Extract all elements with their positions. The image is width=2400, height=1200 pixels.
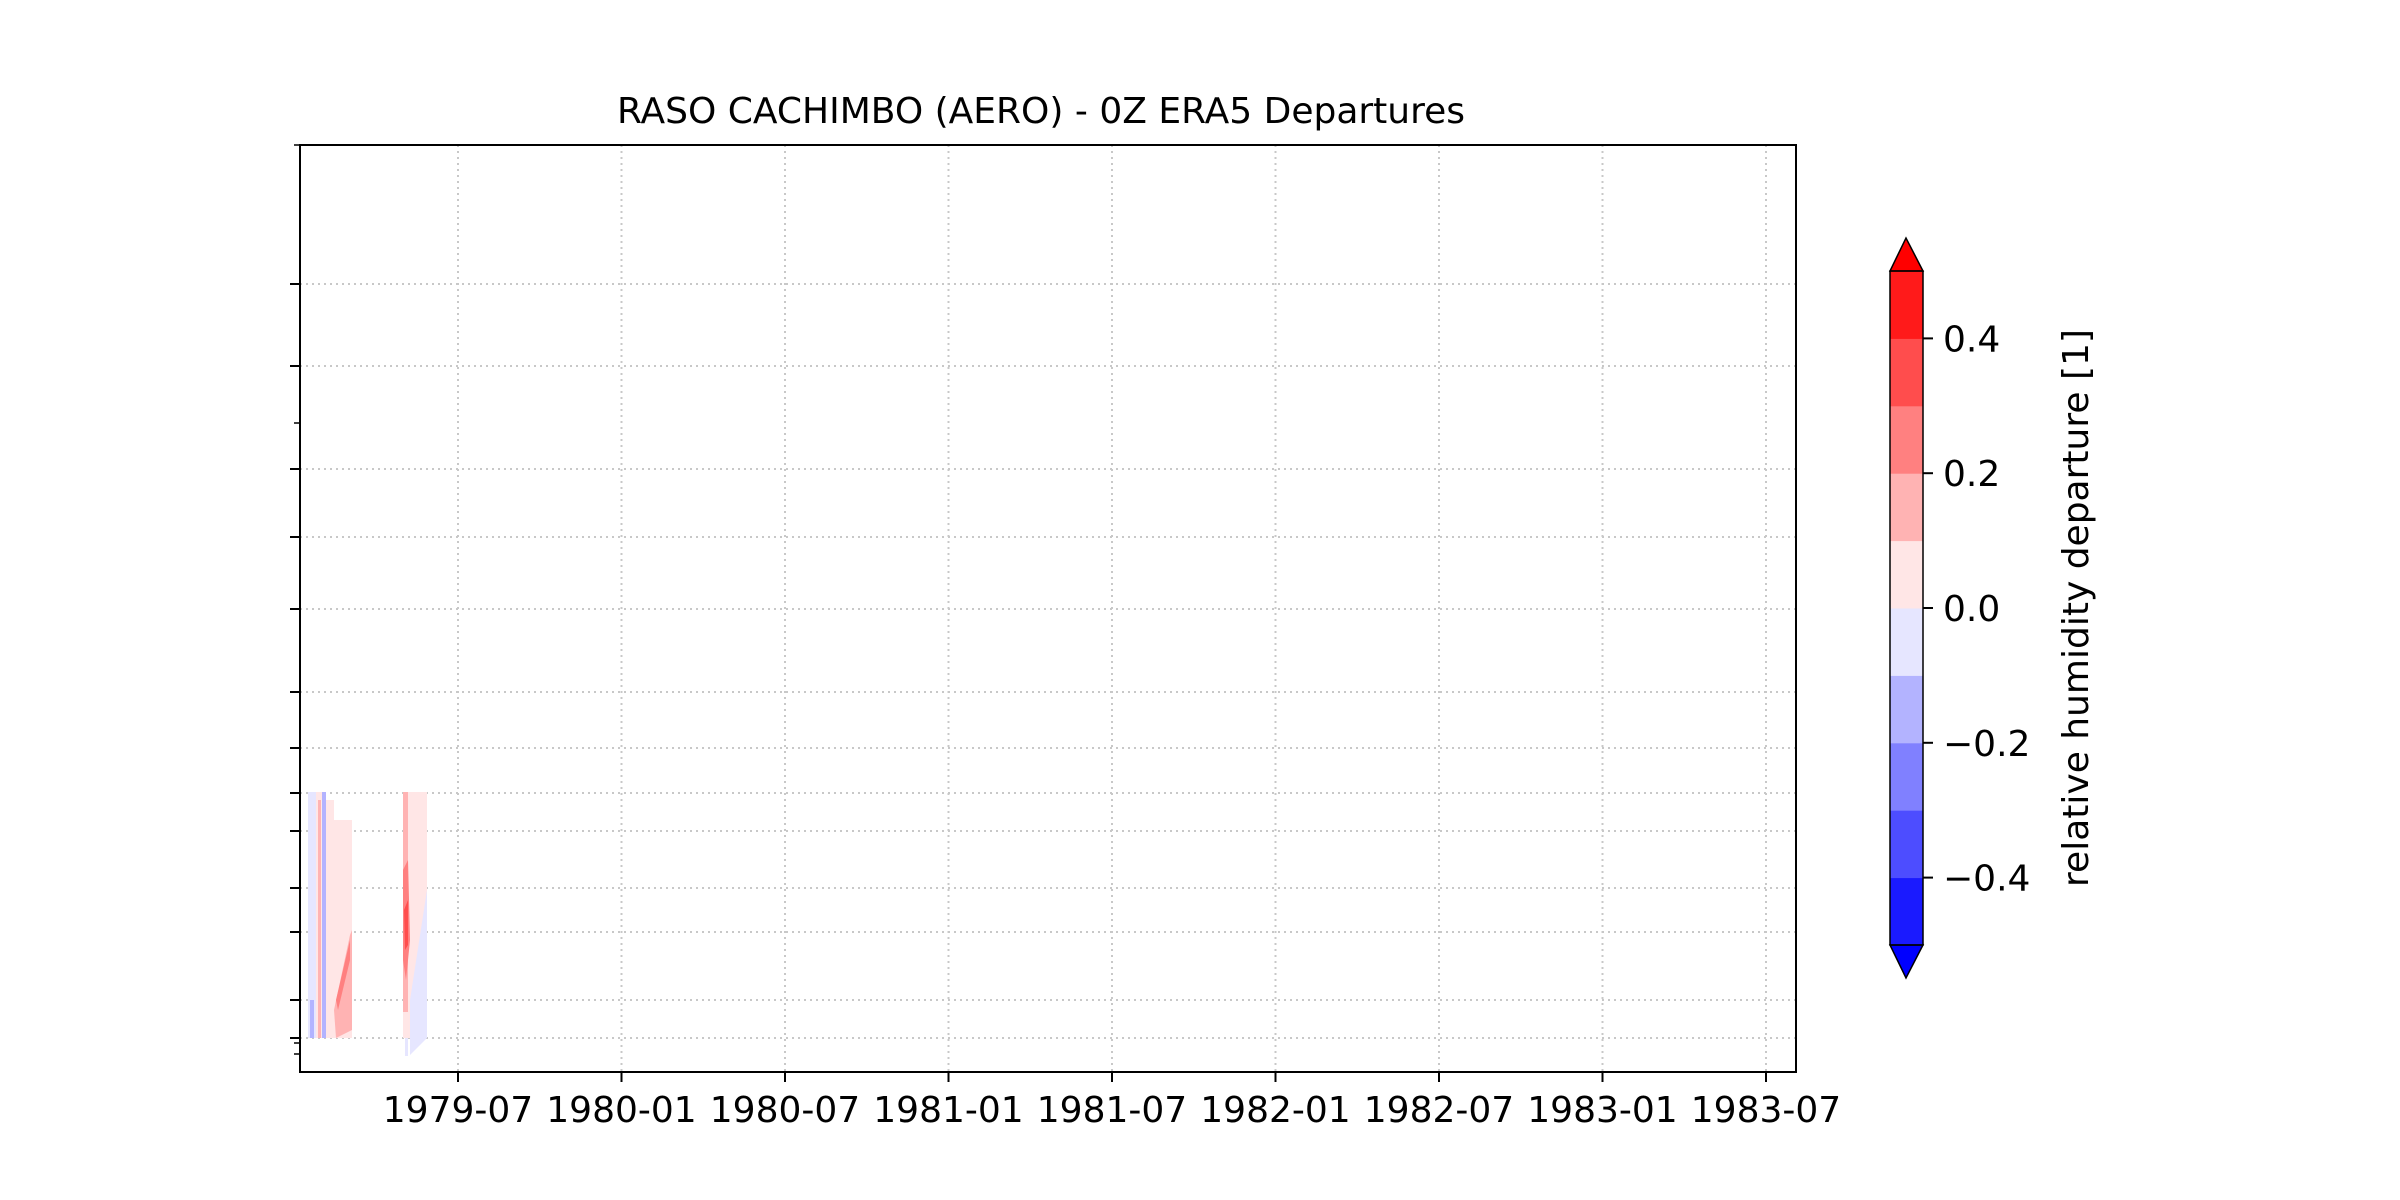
data-region bbox=[308, 792, 427, 1056]
data-patch bbox=[410, 890, 427, 1055]
x-tick-label: 1981-01 bbox=[873, 1090, 1023, 1131]
x-tick-label: 1979-07 bbox=[383, 1090, 533, 1131]
colorbar-tick-label: −0.4 bbox=[1943, 859, 2030, 900]
colorbar-label: relative humidity departure [1] bbox=[2056, 329, 2097, 887]
data-patch bbox=[318, 800, 321, 1038]
plot-area: 1979-07 1980-01 1980-07 1981-01 1981-07 1982-… bbox=[290, 144, 1841, 1131]
data-patch bbox=[404, 900, 408, 950]
colorbar-swatch bbox=[1890, 877, 1923, 946]
colorbar-swatch bbox=[1890, 608, 1923, 676]
colorbar-swatch bbox=[1890, 540, 1923, 609]
data-patch bbox=[326, 800, 334, 1038]
data-patch bbox=[308, 792, 316, 1038]
data-patch bbox=[322, 792, 326, 1038]
x-tick-label: 1980-07 bbox=[710, 1090, 860, 1131]
colorbar-tick-label: 0.4 bbox=[1943, 319, 2000, 360]
data-patch bbox=[336, 940, 350, 1010]
y-axis-ticks bbox=[290, 144, 300, 1055]
x-tick-label: 1983-01 bbox=[1527, 1090, 1677, 1131]
colorbar-tick-label: 0.0 bbox=[1943, 589, 2000, 630]
colorbar-ticks: −0.4 −0.2 0.0 0.2 0.4 bbox=[1923, 319, 2030, 900]
x-axis-tick-labels: 1979-07 1980-01 1980-07 1981-01 1981-07 1982-… bbox=[383, 1090, 1841, 1131]
colorbar-swatch bbox=[1890, 675, 1923, 744]
colorbar-swatches bbox=[1890, 271, 1923, 946]
x-axis-ticks bbox=[457, 1072, 1767, 1082]
plot-background bbox=[300, 145, 1796, 1072]
chart-title: RASO CACHIMBO (AERO) - 0Z ERA5 Departure… bbox=[617, 91, 1465, 132]
x-tick-label: 1982-01 bbox=[1200, 1090, 1350, 1131]
x-tick-label: 1983-07 bbox=[1691, 1090, 1841, 1131]
x-tick-label: 1981-07 bbox=[1037, 1090, 1187, 1131]
colorbar-tick-label: −0.2 bbox=[1943, 724, 2030, 765]
colorbar-swatch bbox=[1890, 271, 1923, 339]
colorbar-swatch bbox=[1890, 742, 1923, 811]
colorbar-swatch bbox=[1890, 810, 1923, 879]
colorbar: −0.4 −0.2 0.0 0.2 0.4 relative humidity depa… bbox=[1888, 236, 2097, 980]
colorbar-tick-label: 0.2 bbox=[1943, 454, 2000, 495]
data-patch bbox=[310, 1000, 314, 1038]
colorbar-swatch bbox=[1890, 473, 1923, 542]
x-tick-label: 1982-07 bbox=[1364, 1090, 1514, 1131]
data-patch bbox=[405, 1038, 408, 1056]
x-tick-label: 1980-01 bbox=[546, 1090, 696, 1131]
colorbar-swatch bbox=[1890, 338, 1923, 407]
colorbar-swatch bbox=[1890, 405, 1923, 474]
